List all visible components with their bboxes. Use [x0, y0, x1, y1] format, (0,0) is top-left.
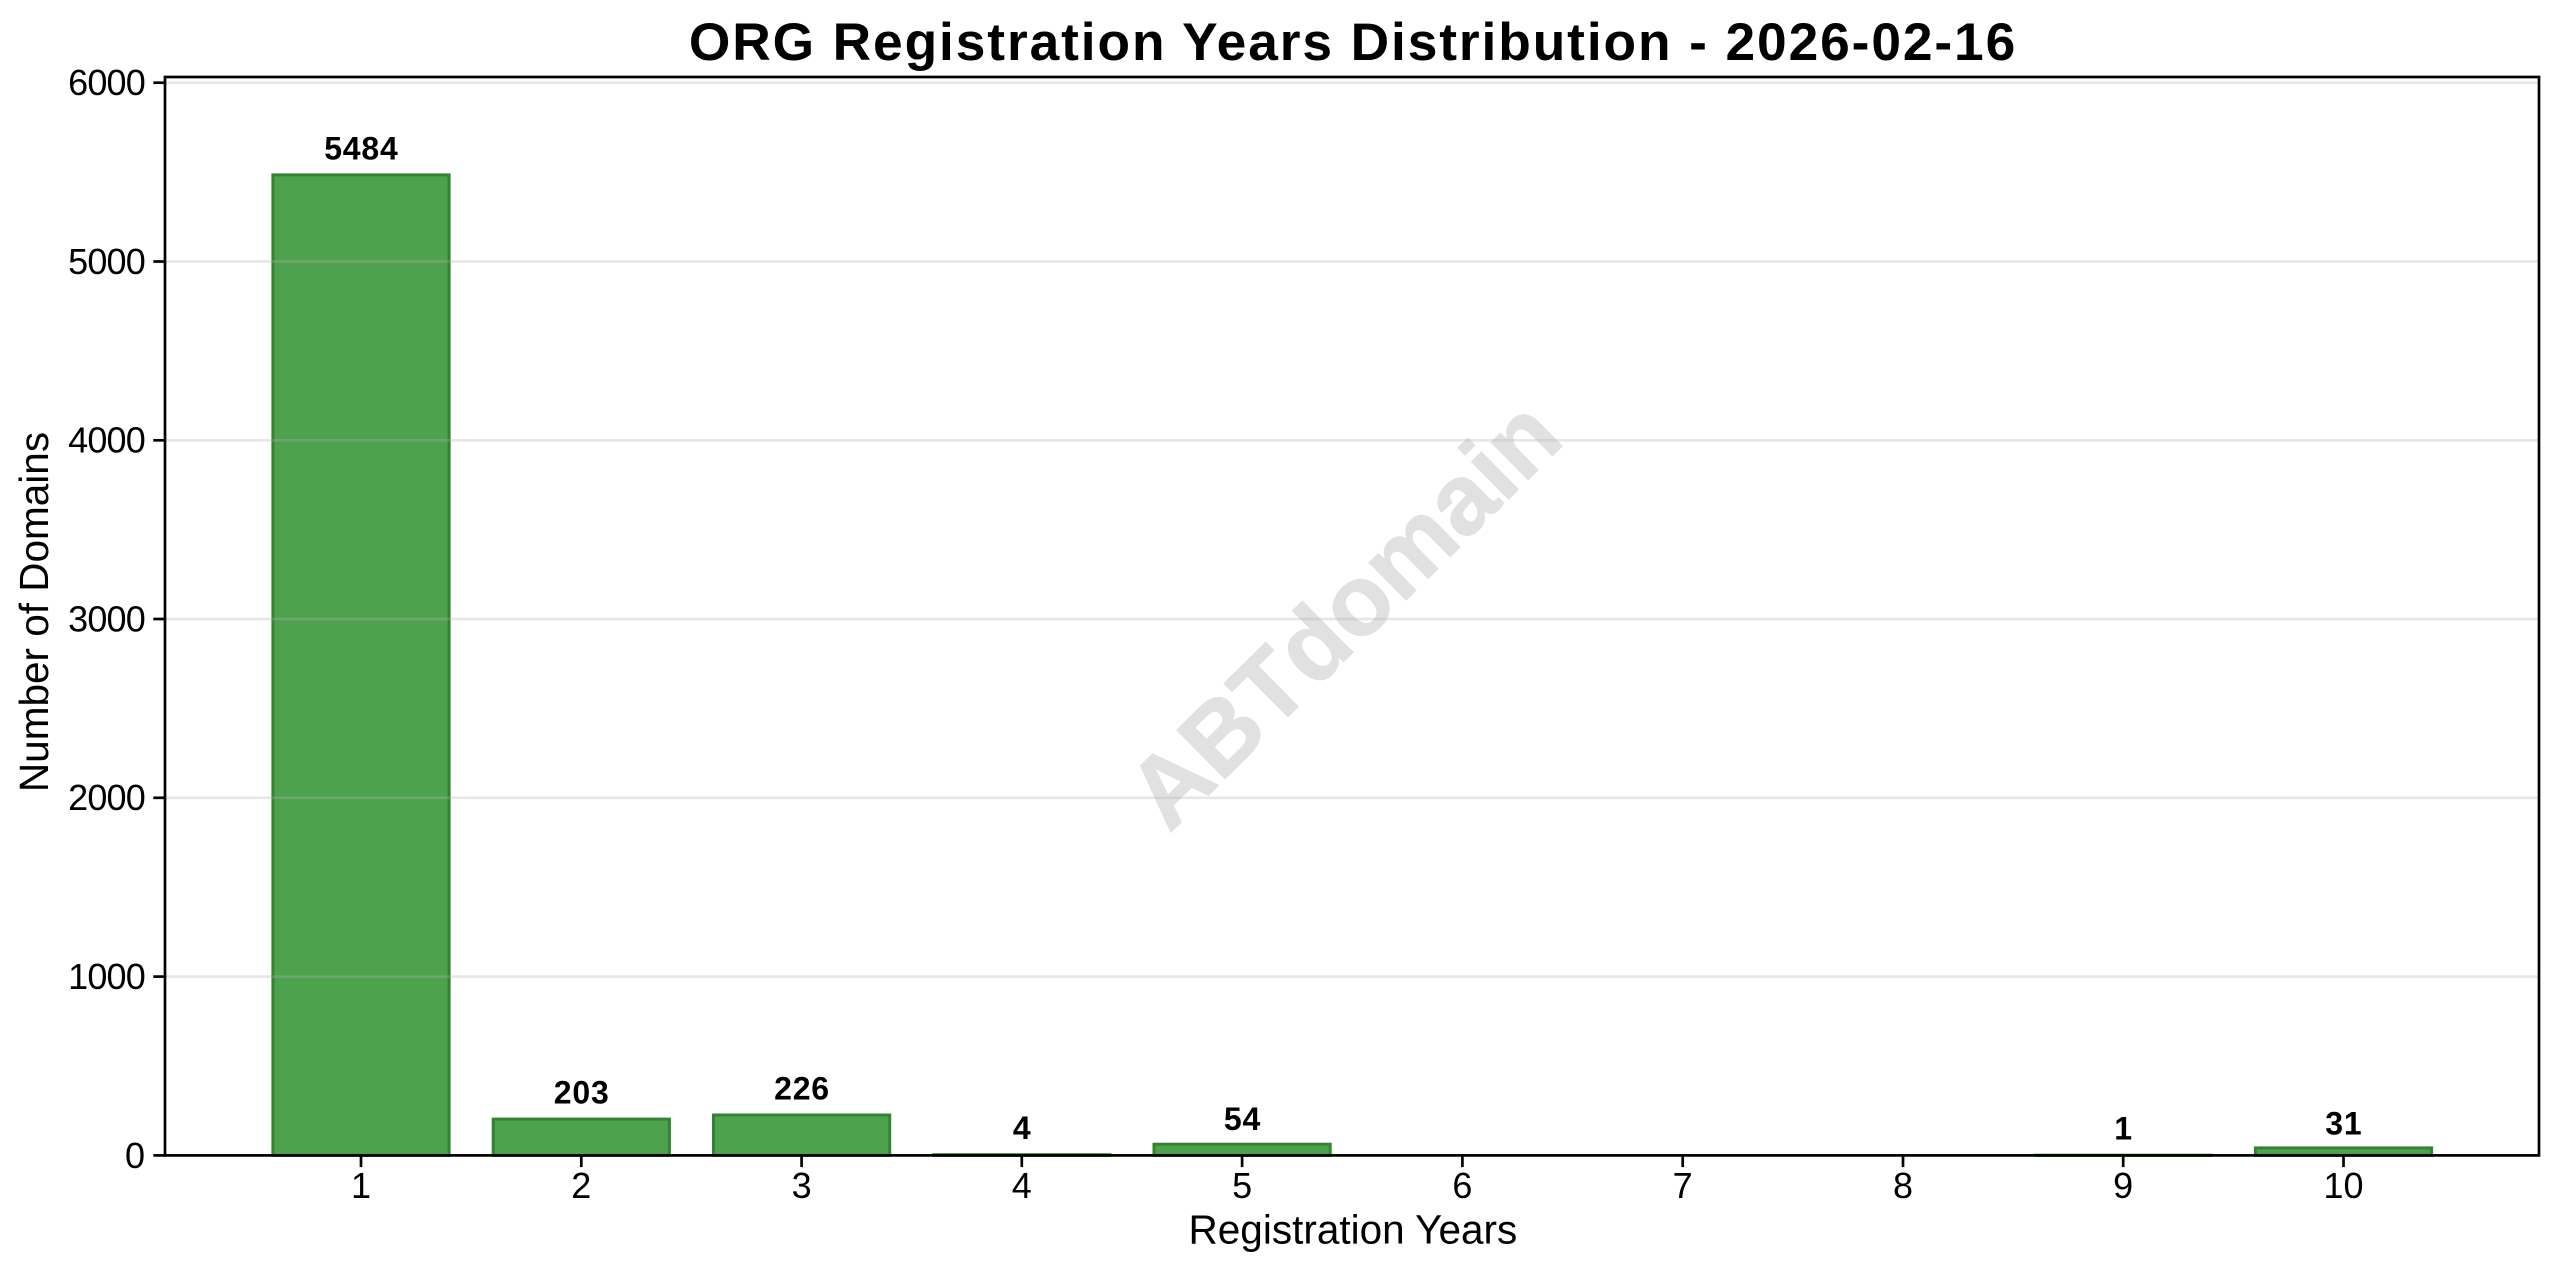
svg-text:31: 31	[2325, 1105, 2362, 1141]
svg-text:3000: 3000	[68, 598, 145, 639]
svg-text:1: 1	[2114, 1111, 2132, 1147]
svg-text:7: 7	[1673, 1165, 1693, 1206]
svg-text:4: 4	[1012, 1165, 1032, 1206]
svg-text:8: 8	[1893, 1165, 1913, 1206]
svg-text:5: 5	[1232, 1165, 1252, 1206]
svg-text:6000: 6000	[68, 62, 145, 103]
svg-text:5000: 5000	[68, 241, 145, 282]
svg-text:226: 226	[774, 1071, 830, 1107]
svg-text:10: 10	[2323, 1165, 2363, 1206]
svg-text:5484: 5484	[324, 130, 398, 166]
svg-text:4: 4	[1013, 1110, 1031, 1146]
svg-text:2: 2	[571, 1165, 591, 1206]
svg-text:54: 54	[1224, 1101, 1261, 1137]
svg-text:9: 9	[2113, 1165, 2133, 1206]
svg-text:Number of Domains: Number of Domains	[11, 432, 57, 792]
svg-text:Registration Years: Registration Years	[1189, 1206, 1518, 1252]
svg-text:ORG Registration Years Distrib: ORG Registration Years Distribution - 20…	[689, 13, 2017, 72]
svg-text:2000: 2000	[68, 777, 145, 818]
svg-text:3: 3	[792, 1165, 812, 1206]
svg-text:1: 1	[351, 1165, 371, 1206]
svg-text:4000: 4000	[68, 420, 145, 461]
svg-text:6: 6	[1452, 1165, 1472, 1206]
svg-text:203: 203	[554, 1075, 610, 1111]
svg-text:1000: 1000	[68, 956, 145, 997]
svg-text:0: 0	[125, 1135, 145, 1176]
